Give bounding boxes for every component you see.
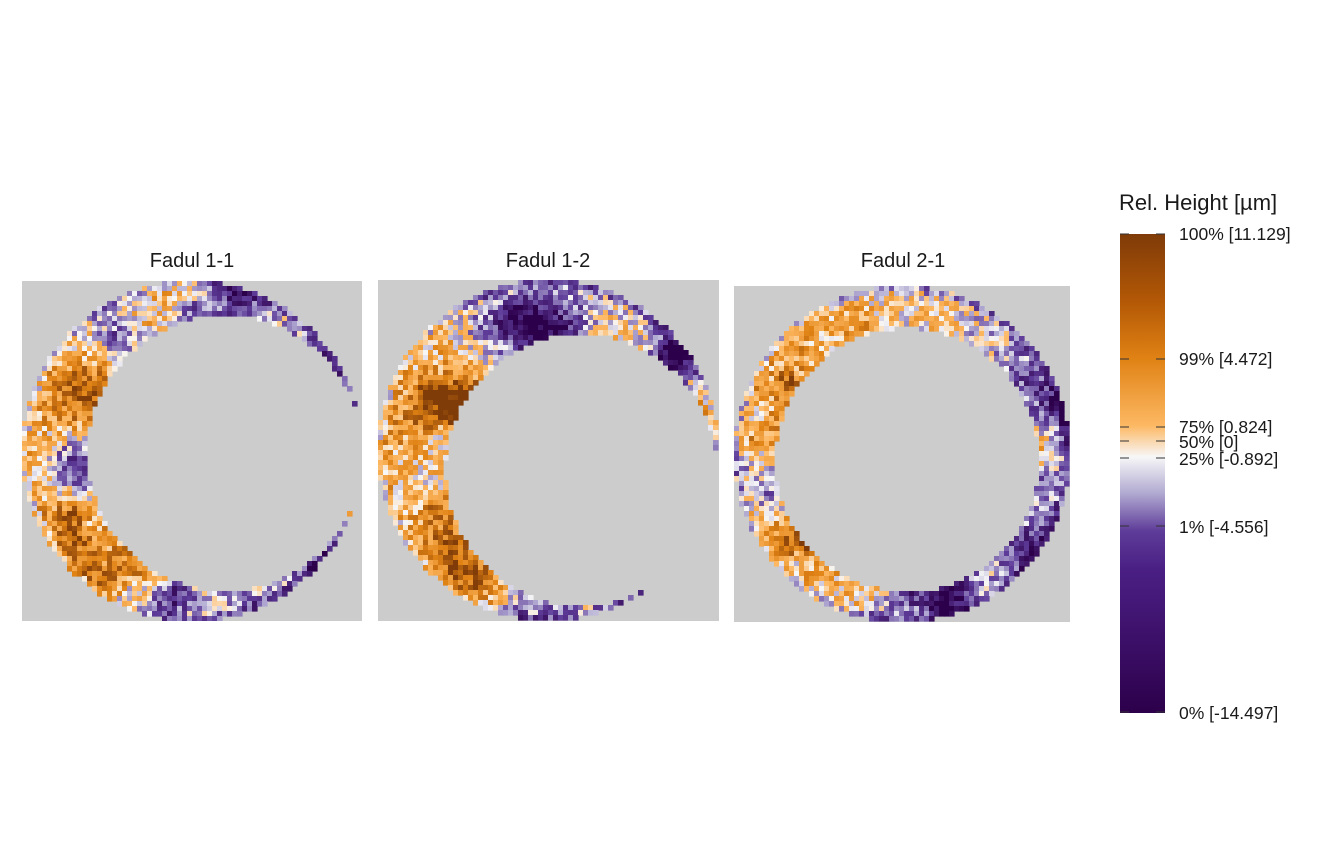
panel-title-fadul-2-1: Fadul 2-1: [861, 250, 946, 272]
legend-tick-label: 100% [11.129]: [1179, 224, 1291, 244]
surface-ring: [22, 281, 358, 621]
legend-tick-label: 1% [-4.556]: [1179, 517, 1269, 537]
panel-fadul-2-1: Fadul 2-1: [734, 250, 1070, 622]
legend-tick-label: 75% [0.824]: [1179, 417, 1272, 437]
legend-tick-label: 25% [-0.892]: [1179, 449, 1278, 469]
panel-fadul-1-1: Fadul 1-1: [22, 250, 362, 621]
legend-tick-label: 0% [-14.497]: [1179, 703, 1278, 723]
legend-ticks: 100% [11.129] 99% [4.472] 75% [0.824]50% […: [1120, 224, 1291, 723]
legend-colorbar: [1120, 234, 1165, 713]
panel-title-fadul-1-2: Fadul 1-2: [506, 250, 591, 272]
legend: Rel. Height [µm] 100% [11.129] 99% [4.472…: [1119, 190, 1291, 723]
surface-ring: [734, 286, 1070, 622]
legend-tick-label: 99% [4.472]: [1179, 349, 1272, 369]
panel-title-fadul-1-1: Fadul 1-1: [150, 250, 235, 272]
panel-fadul-1-2: Fadul 1-2: [378, 250, 719, 621]
legend-title: Rel. Height [µm]: [1119, 190, 1277, 215]
legend-tick-label: 50% [0]: [1179, 432, 1238, 452]
surface-ring: [378, 280, 719, 621]
